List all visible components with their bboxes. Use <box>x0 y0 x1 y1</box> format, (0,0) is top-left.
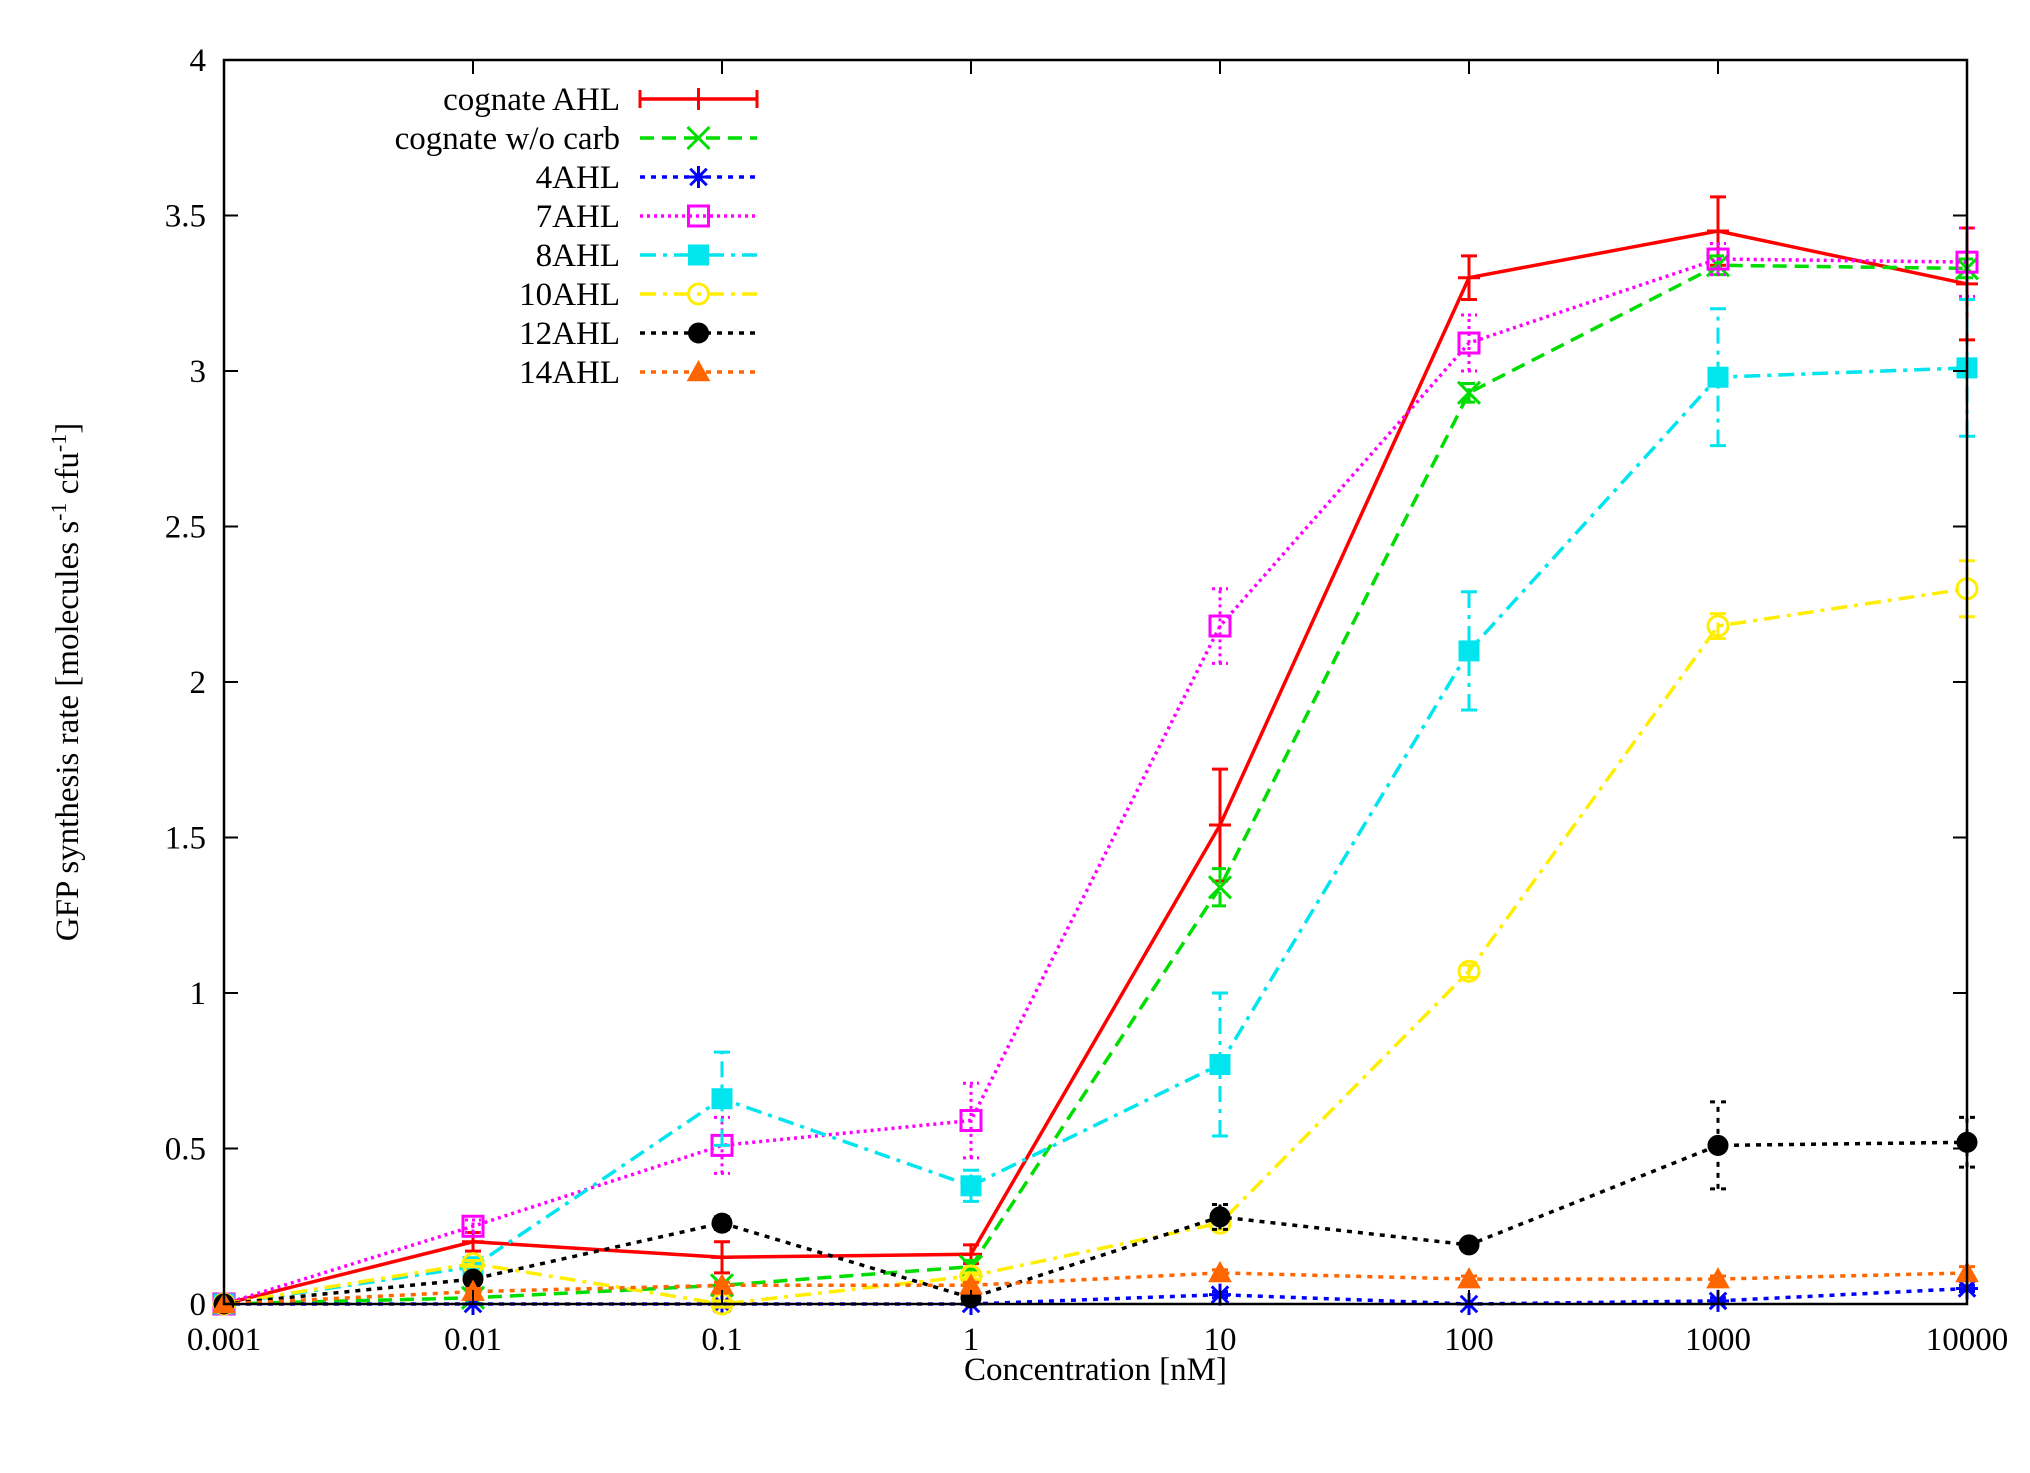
data-point <box>1706 1267 1730 1289</box>
data-point <box>959 1109 983 1133</box>
legend-label: cognate AHL <box>443 82 620 118</box>
plot-frame <box>222 58 1969 1306</box>
data-point <box>1458 1234 1480 1256</box>
legend-label: 8AHL <box>536 238 620 274</box>
legend-label: 14AHL <box>519 355 620 391</box>
data-point <box>462 1230 484 1253</box>
error-bar <box>1212 587 1228 665</box>
y-tick-label: 0.5 <box>165 1132 206 1168</box>
data-point <box>1457 959 1481 983</box>
error-bar <box>1710 1100 1726 1191</box>
data-point <box>1707 1134 1729 1156</box>
legend-label: 4AHL <box>536 160 620 196</box>
error-bar <box>714 1115 730 1175</box>
series-line <box>223 257 1968 1306</box>
data-point <box>1458 266 1480 289</box>
error-bar <box>1710 241 1726 277</box>
legend-label: 7AHL <box>536 199 620 235</box>
y-tick-label: 3 <box>190 354 207 390</box>
data-point <box>461 1214 485 1238</box>
x-axis-label: Concentration [nM] <box>964 1352 1227 1388</box>
legend-entry: 12AHL <box>519 316 757 352</box>
data-point <box>711 1088 733 1110</box>
y-axis-label: GFP synthesis rate [molecules s-1 cfu-1] <box>46 423 87 941</box>
series-cognate-w-o-carb <box>211 253 1980 1317</box>
x-tick-label: 0.01 <box>444 1322 502 1358</box>
error-bar <box>465 1218 481 1234</box>
legend-entry: cognate w/o carb <box>395 121 757 157</box>
data-point <box>1209 1054 1231 1076</box>
series-line <box>223 366 1968 1306</box>
series-line <box>223 1271 1968 1306</box>
series-line <box>223 586 1968 1306</box>
data-point <box>1458 640 1480 662</box>
data-point <box>1457 331 1481 355</box>
series-line <box>224 1286 1968 1306</box>
data-point <box>1208 614 1232 638</box>
x-tick-label: 100 <box>1444 1322 1494 1358</box>
data-point <box>687 282 710 306</box>
data-point <box>688 322 709 344</box>
data-point <box>688 244 709 266</box>
y-tick-label: 2.5 <box>165 510 206 546</box>
data-point <box>1707 220 1729 243</box>
legend-entry: cognate AHL <box>443 82 759 118</box>
data-point <box>1208 1260 1232 1283</box>
legend-label: cognate w/o carb <box>395 121 620 157</box>
data-point <box>1456 380 1482 405</box>
data-point <box>1707 366 1729 388</box>
y-tick-label: 0 <box>190 1287 207 1323</box>
error-bar <box>1710 612 1726 640</box>
legend-entry: 8AHL <box>536 238 757 274</box>
x-tick-label: 1 <box>963 1322 980 1358</box>
series-10ahl <box>212 559 1979 1316</box>
x-tick-label: 10 <box>1204 1322 1237 1358</box>
data-point <box>687 204 710 228</box>
series-line <box>223 263 1968 1306</box>
legend-entry: 14AHL <box>519 355 757 391</box>
data-point <box>1207 875 1233 900</box>
series-line <box>223 229 1968 1306</box>
series-8ahl <box>213 297 1978 1315</box>
x-tick-label: 1000 <box>1685 1322 1751 1358</box>
y-tick-label: 1 <box>190 976 207 1012</box>
data-point <box>687 166 710 188</box>
y-tick-label: 2 <box>190 665 207 701</box>
data-point <box>686 125 711 151</box>
series-14ahl <box>212 1260 1979 1314</box>
legend-label: 12AHL <box>519 316 620 352</box>
data-point <box>1209 814 1231 837</box>
plot-area <box>211 195 1980 1317</box>
legend-errorbar <box>638 90 759 108</box>
axes: 0.001 0.01 0.1 1 10 100 1000 10000 0 0.5 1 1.5 2 2.5 3… <box>165 43 2009 1358</box>
data-point <box>1457 1267 1481 1289</box>
legend-entry: 10AHL <box>519 277 757 313</box>
data-point <box>1706 247 1730 271</box>
legend-entry: 4AHL <box>536 160 757 196</box>
legend-entry: 7AHL <box>536 199 757 235</box>
y-tick-label: 4 <box>190 43 207 79</box>
data-point <box>960 1175 982 1197</box>
y-tick-label: 1.5 <box>165 821 206 857</box>
x-tick-label: 0.001 <box>187 1322 261 1358</box>
error-bar <box>1461 313 1477 373</box>
data-point <box>687 88 710 110</box>
error-bar <box>465 1258 481 1269</box>
error-bar <box>963 1081 979 1160</box>
data-point <box>1706 614 1730 638</box>
error-bar <box>1212 867 1228 908</box>
data-point <box>686 359 711 382</box>
legend-label: 10AHL <box>519 277 620 313</box>
x-tick-label: 10000 <box>1926 1322 2009 1358</box>
data-point <box>1209 1206 1231 1228</box>
x-tick-label: 0.1 <box>701 1322 742 1358</box>
data-point <box>711 1246 733 1269</box>
y-tick-label: 3.5 <box>165 199 206 235</box>
error-bar <box>1461 963 1477 979</box>
data-point <box>711 1212 733 1234</box>
